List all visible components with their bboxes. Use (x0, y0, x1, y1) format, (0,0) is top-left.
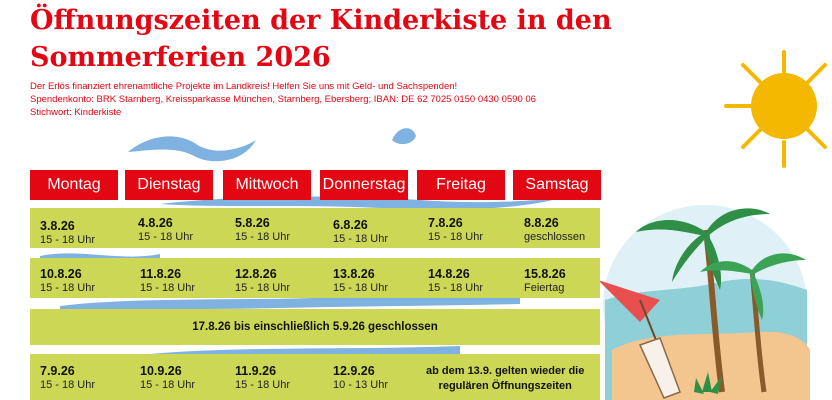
schedule-cell: 8.8.26 geschlossen (524, 216, 585, 244)
info-line-2: Spendenkonto: BRK Starnberg, Kreissparka… (30, 94, 536, 105)
cell-date: 10.8.26 (40, 267, 82, 281)
cell-date: 12.8.26 (235, 267, 277, 281)
title-line-2: Sommerferien 2026 (30, 42, 331, 73)
day-header-monday: Montag (30, 170, 118, 200)
cell-date: 8.8.26 (524, 216, 559, 230)
info-line-1: Der Erlös finanziert ehrenamtliche Proje… (30, 81, 458, 92)
cell-time: 15 - 18 Uhr (333, 233, 389, 245)
cell-date: 3.8.26 (40, 219, 75, 233)
week-row-4 (30, 354, 600, 400)
closed-period-message: 17.8.26 bis einschließlich 5.9.26 geschl… (192, 321, 438, 333)
cell-time: 15 - 18 Uhr (235, 282, 291, 294)
cell-date: 10.9.26 (140, 364, 182, 378)
cell-time: 15 - 18 Uhr (40, 379, 96, 391)
info-line-3: Stichwort: Kinderkiste (30, 107, 122, 118)
cell-time: 15 - 18 Uhr (140, 282, 196, 294)
note-line-1: ab dem 13.9. gelten wieder die (426, 365, 585, 377)
schedule-cell: 7.8.26 15 - 18 Uhr (428, 216, 483, 244)
cell-date: 13.8.26 (333, 267, 375, 281)
cell-date: 15.8.26 (524, 267, 566, 281)
cell-time: 15 - 18 Uhr (40, 282, 96, 294)
donation-info: Der Erlös finanziert ehrenamtliche Proje… (30, 80, 536, 119)
cell-time: Feiertag (524, 282, 565, 294)
day-header-tuesday: Dienstag (125, 170, 213, 200)
cell-time: 15 - 18 Uhr (428, 282, 484, 294)
schedule-cell: 3.8.26 15 - 18 Uhr (40, 219, 95, 247)
regular-hours-note: ab dem 13.9. gelten wieder die regulären… (426, 364, 584, 394)
day-header-friday: Freitag (417, 170, 505, 200)
cell-date: 6.8.26 (333, 218, 368, 232)
week-row-2 (30, 258, 600, 298)
cell-time: 15 - 18 Uhr (138, 231, 194, 243)
schedule-cell: 6.8.26 15 - 18 Uhr (333, 218, 388, 246)
closed-period-row (30, 309, 600, 345)
schedule-cell: 12.8.26 15 - 18 Uhr (235, 267, 290, 295)
title-line-1: Öffnungszeiten der Kinderkiste in den (30, 5, 612, 36)
cell-date: 7.8.26 (428, 216, 463, 230)
cell-date: 5.8.26 (235, 216, 270, 230)
cell-time: geschlossen (524, 231, 586, 243)
cell-date: 14.8.26 (428, 267, 470, 281)
cell-date: 12.9.26 (333, 364, 375, 378)
page-title: Öffnungszeiten der Kinderkiste in den So… (30, 2, 612, 76)
schedule-cell: 11.8.26 15 - 18 Uhr (140, 267, 195, 295)
cell-time: 15 - 18 Uhr (235, 231, 291, 243)
cell-time: 15 - 18 Uhr (140, 379, 196, 391)
schedule-cell: 10.9.26 15 - 18 Uhr (140, 364, 195, 392)
day-header-wednesday: Mittwoch (223, 170, 311, 200)
cell-date: 11.9.26 (235, 364, 277, 378)
cell-time: 15 - 18 Uhr (428, 231, 484, 243)
cell-date: 4.8.26 (138, 216, 173, 230)
cell-time: 15 - 18 Uhr (40, 234, 96, 246)
cell-date: 11.8.26 (140, 267, 182, 281)
schedule-cell: 13.8.26 15 - 18 Uhr (333, 267, 388, 295)
schedule-cell: 10.8.26 15 - 18 Uhr (40, 267, 95, 295)
cell-time: 15 - 18 Uhr (235, 379, 291, 391)
schedule-cell: 12.9.26 10 - 13 Uhr (333, 364, 388, 392)
day-header-saturday: Samstag (513, 170, 601, 200)
schedule-cell: 11.9.26 15 - 18 Uhr (235, 364, 290, 392)
schedule-cell: 5.8.26 15 - 18 Uhr (235, 216, 290, 244)
schedule-cell: 15.8.26 Feiertag (524, 267, 566, 295)
schedule-cell: 7.9.26 15 - 18 Uhr (40, 364, 95, 392)
sun-icon (724, 50, 827, 168)
island-icon (598, 205, 810, 400)
day-header-thursday: Donnerstag (320, 170, 408, 200)
week-row-1 (30, 208, 600, 248)
cell-time: 10 - 13 Uhr (333, 379, 389, 391)
schedule-cell: 4.8.26 15 - 18 Uhr (138, 216, 193, 244)
note-line-2: regulären Öffnungszeiten (438, 380, 572, 392)
cell-date: 7.9.26 (40, 364, 75, 378)
cell-time: 15 - 18 Uhr (333, 282, 389, 294)
schedule-cell: 14.8.26 15 - 18 Uhr (428, 267, 483, 295)
